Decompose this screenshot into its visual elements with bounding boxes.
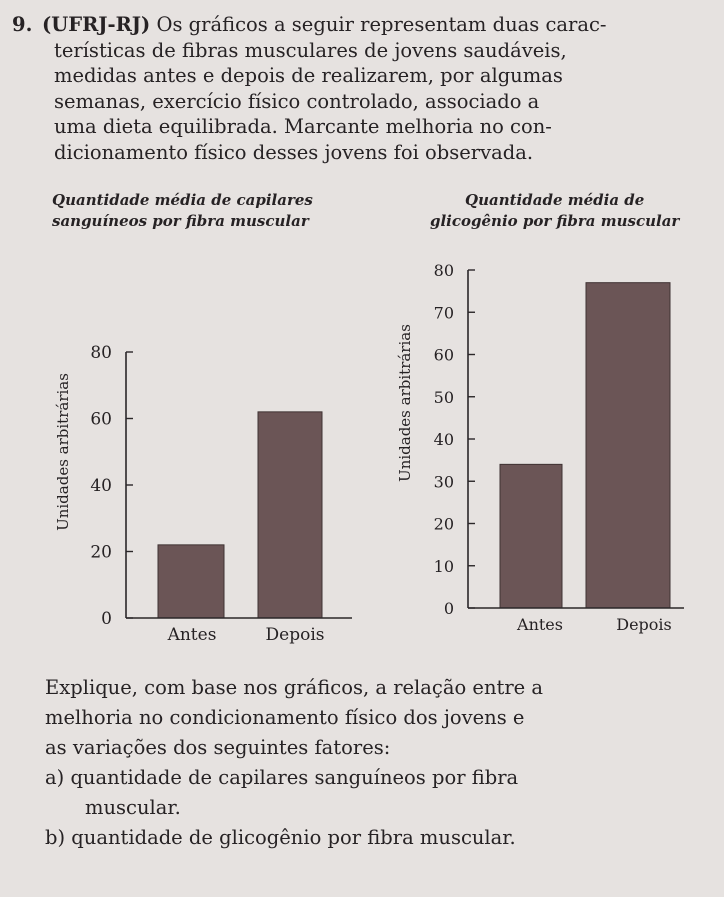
explain-line-1: Explique, com base nos gráficos, a relaç… [45,676,544,699]
item-b-text-1: quantidade de glicogênio por fibra muscu… [71,826,516,849]
question-line-5: uma dieta equilibrada. Marcante melhoria… [54,115,552,138]
chart-1-title-line-1: Quantidade média de capilares [52,191,313,209]
chart-2-title-line-1: Quantidade média de [465,191,645,209]
question-line-3: medidas antes e depois de realizarem, po… [54,64,563,87]
item-b-label: b) [45,826,66,849]
chart-1-bar-depois [257,411,323,619]
question-line-1-text: Os gráficos a seguir representam duas ca… [156,13,607,36]
chart-1-ytick-label-20: 20 [90,543,112,563]
chart-1-title: Quantidade média de capilares sanguíneos… [52,190,313,232]
item-a-text-2: muscular. [85,796,181,819]
chart-1-ytick-label-80: 80 [90,343,112,363]
chart-2-title: Quantidade média de glicogênio por fibra… [430,190,679,232]
question-line-2: terísticas de fibras musculares de joven… [54,38,567,62]
chart-1-ylabel: Unidades arbitrárias [54,373,72,531]
chart-2-ytick-label-50: 50 [434,388,454,407]
chart-2-ytick-label-40: 40 [434,430,454,449]
chart-2-title-line-2: glicogênio por fibra muscular [430,212,680,230]
chart-2-ytick-label-30: 30 [434,472,454,491]
item-a-text-1: quantidade de capilares sanguíneos por f… [70,766,519,789]
chart-2-category-label-antes: Antes [516,615,563,634]
chart-1-ytick-label-40: 40 [90,476,112,496]
explain-line-2: melhoria no condicionamento físico dos j… [45,706,525,729]
chart-1-category-label-antes: Antes [167,625,217,645]
question-line-4: semanas, exercício físico controlado, as… [54,89,540,113]
chart-2-ytick-label-60: 60 [434,346,454,365]
chart-2-bar-antes [499,463,563,609]
chart-1-ytick-label-0: 0 [101,609,112,629]
item-b-line-1: b) quantidade de glicogênio por fibra mu… [45,823,715,853]
chart-1-category-label-depois: Depois [266,625,325,645]
chart-2-ytick-label-80: 80 [434,261,454,280]
question-line-6: dicionamento físico desses jovens foi ob… [54,140,534,164]
chart-1-title-line-2: sanguíneos por fibra muscular [52,212,309,230]
chart-2-category-label-depois: Depois [616,615,672,634]
chart-1-ytick-label-60: 60 [90,410,112,430]
chart-1-bar-antes [157,544,225,619]
chart-2-bar-depois [585,282,671,609]
question-source: (UFRJ-RJ) [42,13,151,36]
chart-2-ytick-label-10: 10 [434,557,454,576]
item-a-label: a) [45,766,65,789]
chart-2-ytick-label-20: 20 [434,515,454,534]
explain-line-3: as variações dos seguintes fatores: [45,736,391,759]
explain-section: Explique, com base nos gráficos, a relaç… [45,673,715,853]
question-number: 9. [12,13,33,36]
question-text: 9. (UFRJ-RJ) Os gráficos a seguir represe… [12,12,712,165]
question-line-1: 9. (UFRJ-RJ) Os gráficos a seguir represe… [12,12,712,38]
chart-2-ytick-label-0: 0 [444,599,454,618]
chart-2-ylabel: Unidades arbitrárias [396,324,414,482]
chart-2-ytick-label-70: 70 [434,303,454,322]
item-a-line-1: a) quantidade de capilares sanguíneos po… [45,763,715,793]
